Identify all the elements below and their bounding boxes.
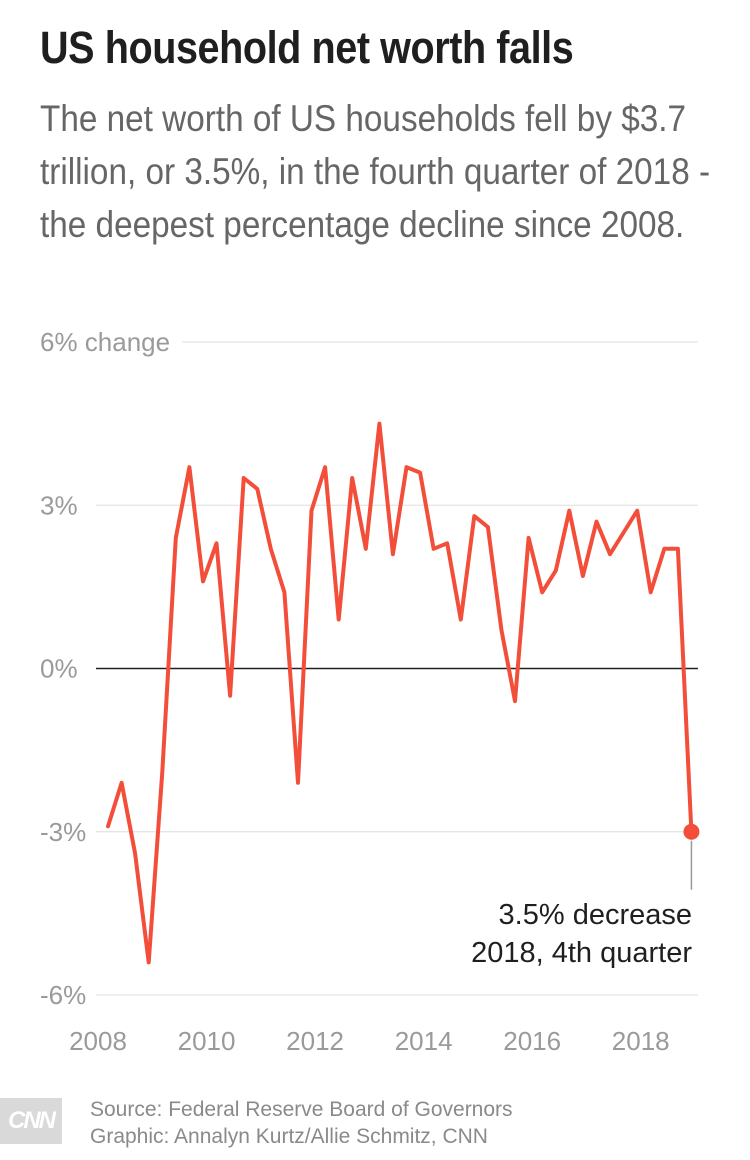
x-tick-label: 2010 (178, 1026, 236, 1056)
cnn-logo: CNN (0, 1098, 62, 1144)
y-axis-labels: 6% change 3% 0% -3% -6% (40, 327, 170, 1010)
gridlines (96, 341, 698, 996)
source-text: Source: Federal Reserve Board of Governo… (90, 1096, 513, 1150)
chart-subtitle: The net worth of US households fell by $… (40, 98, 711, 245)
y-tick-label: 6% change (40, 327, 170, 357)
y-tick-label: -3% (40, 817, 86, 847)
footer: CNN Source: Federal Reserve Board of Gov… (0, 1090, 750, 1160)
x-tick-label: 2018 (612, 1026, 670, 1056)
annotation-line1: 3.5% decrease (499, 899, 692, 931)
source-line: Source: Federal Reserve Board of Governo… (90, 1098, 513, 1121)
credit-line: Graphic: Annalyn Kurtz/Allie Schmitz, CN… (90, 1125, 488, 1148)
chart-title: US household net worth falls (40, 22, 574, 73)
x-tick-label: 2012 (286, 1026, 344, 1056)
x-tick-label: 2008 (69, 1026, 127, 1056)
annotation-line2: 2018, 4th quarter (471, 937, 692, 969)
y-tick-label: 3% (40, 490, 78, 520)
x-tick-label: 2016 (503, 1026, 561, 1056)
y-tick-label: -6% (40, 980, 86, 1010)
x-tick-label: 2014 (395, 1026, 453, 1056)
data-points (107, 423, 692, 963)
series-line-net-worth-change (106, 421, 694, 965)
y-tick-label: 0% (40, 654, 78, 684)
final-data-point (683, 823, 700, 840)
line-chart: 6% change 3% 0% -3% -6% 2008 2010 2012 2014 2016… (40, 327, 700, 1056)
x-axis-labels: 2008 2010 2012 2014 2016 2018 (69, 1026, 670, 1056)
